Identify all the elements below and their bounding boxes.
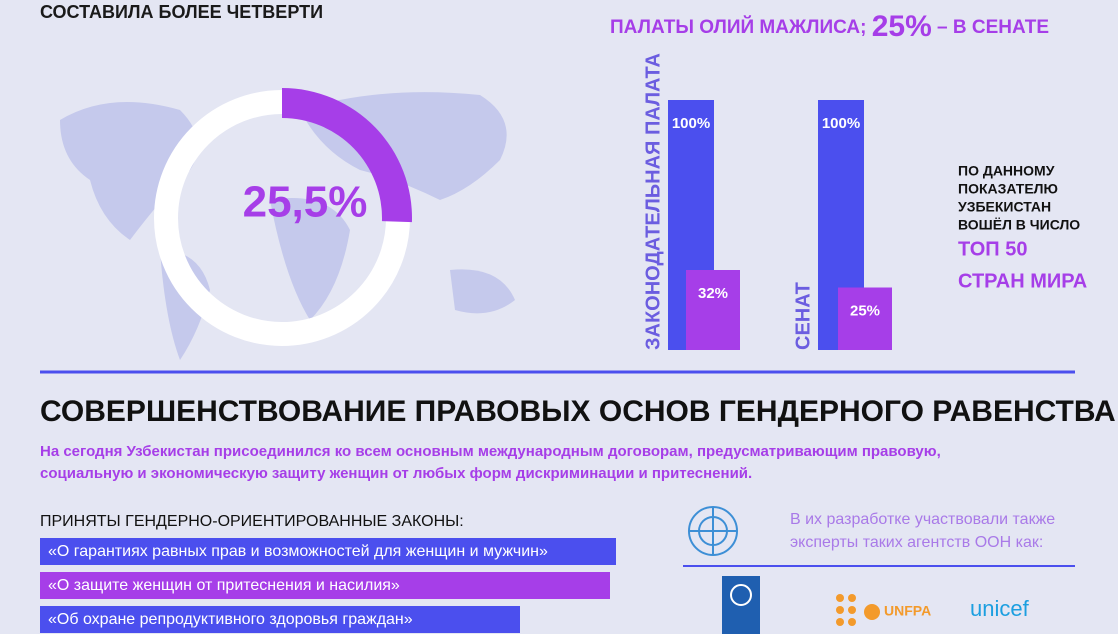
section-title: СОВЕРШЕНСТВОВАНИЕ ПРАВОВЫХ ОСНОВ ГЕНДЕРН…: [40, 395, 1116, 428]
law-item: «О гарантиях равных прав и возможностей …: [48, 543, 548, 560]
section-text: На сегодня Узбекистан присоединился ко в…: [40, 443, 941, 460]
bar-label: 100%: [672, 115, 710, 132]
rank-note: ПО ДАННОМУ ПОКАЗАТЕЛЮ УЗБЕКИСТАН ВОШЁЛ В ЧИ…: [958, 163, 1087, 293]
unicef-logo: unicef: [970, 596, 1030, 621]
rank-highlight: СТРАН МИРА: [958, 270, 1087, 292]
bar-label: 100%: [822, 115, 860, 132]
rank-text: ВОШЁЛ В ЧИСЛО: [958, 217, 1080, 233]
rank-text: ПОКАЗАТЕЛЮ: [958, 181, 1058, 197]
bar: [686, 270, 740, 350]
laws-title: ПРИНЯТЫ ГЕНДЕРНО-ОРИЕНТИРОВАННЫЕ ЗАКОНЫ:: [40, 513, 464, 530]
law-box: [40, 572, 610, 599]
chamber-name: СЕНАТ: [792, 282, 814, 350]
law-item: «Об охране репродуктивного здоровья граж…: [48, 611, 413, 628]
top-left-text: СОСТАВИЛА БОЛЕЕ ЧЕТВЕРТИ: [40, 2, 323, 22]
world-map: [60, 92, 515, 360]
bar: [838, 287, 892, 350]
law-box: [40, 538, 616, 565]
unfpa-dots: [836, 594, 880, 626]
undp-logo: [722, 576, 760, 634]
law-box: [40, 606, 520, 633]
agencies-text: В их разработке участвовали также: [790, 511, 1055, 528]
unfpa-logo: UNFPA: [884, 603, 931, 619]
law-item: «О защите женщин от притеснения и насили…: [48, 577, 400, 594]
top-right-text: ПАЛАТЫ ОЛИЙ МАЖЛИСА; 25% – В СЕНАТЕ: [610, 10, 1049, 43]
donut-label: 25,5%: [243, 178, 368, 227]
rank-text: УЗБЕКИСТАН: [958, 199, 1051, 215]
section-text: социальную и экономическую защиту женщин…: [40, 465, 752, 482]
rank-highlight: ТОП 50: [958, 238, 1027, 260]
chamber-name: ЗАКОНОДАТЕЛЬНАЯ ПАЛАТА: [642, 53, 664, 350]
bar-label: 32%: [698, 285, 728, 302]
rank-text: ПО ДАННОМУ: [958, 163, 1055, 179]
donut-segment: [282, 88, 412, 223]
agencies-text: эксперты таких агентств ООН как:: [790, 534, 1043, 551]
bar-label: 25%: [850, 302, 880, 319]
un-logo: [688, 506, 738, 556]
